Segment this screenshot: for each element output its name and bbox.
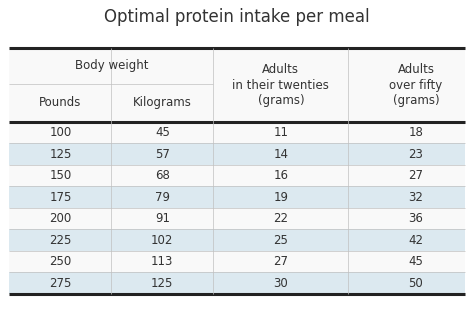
Text: 125: 125 — [49, 148, 72, 161]
Text: Adults
over fifty
(grams): Adults over fifty (grams) — [389, 63, 443, 107]
Text: 22: 22 — [273, 212, 288, 225]
Text: 68: 68 — [155, 169, 170, 182]
Text: 25: 25 — [273, 234, 288, 247]
Text: 45: 45 — [155, 126, 170, 139]
Text: Optimal protein intake per meal: Optimal protein intake per meal — [104, 8, 370, 26]
Text: 16: 16 — [273, 169, 288, 182]
Text: 91: 91 — [155, 212, 170, 225]
Bar — [9, 143, 465, 165]
Bar — [9, 48, 465, 294]
Text: 100: 100 — [49, 126, 72, 139]
Text: Adults
in their twenties
(grams): Adults in their twenties (grams) — [232, 63, 329, 107]
Text: 57: 57 — [155, 148, 170, 161]
Text: 11: 11 — [273, 126, 288, 139]
Text: Kilograms: Kilograms — [133, 96, 192, 109]
Text: 150: 150 — [49, 169, 72, 182]
Text: 45: 45 — [409, 255, 423, 268]
Text: 23: 23 — [409, 148, 423, 161]
Text: 79: 79 — [155, 191, 170, 204]
Text: Pounds: Pounds — [39, 96, 82, 109]
Text: 14: 14 — [273, 148, 288, 161]
Text: 113: 113 — [151, 255, 173, 268]
Text: 19: 19 — [273, 191, 288, 204]
Text: 50: 50 — [409, 277, 423, 290]
Text: 36: 36 — [409, 212, 423, 225]
Text: 30: 30 — [273, 277, 288, 290]
Bar — [9, 272, 465, 294]
Text: 102: 102 — [151, 234, 173, 247]
Text: 175: 175 — [49, 191, 72, 204]
Text: 32: 32 — [409, 191, 423, 204]
Text: 250: 250 — [49, 255, 72, 268]
Text: 42: 42 — [409, 234, 423, 247]
Bar — [9, 186, 465, 208]
Text: Body weight: Body weight — [74, 59, 148, 72]
Text: 275: 275 — [49, 277, 72, 290]
Text: 27: 27 — [273, 255, 288, 268]
Text: 27: 27 — [409, 169, 423, 182]
Text: 125: 125 — [151, 277, 173, 290]
Bar — [9, 230, 465, 251]
Text: 225: 225 — [49, 234, 72, 247]
Text: 18: 18 — [409, 126, 423, 139]
Text: 200: 200 — [49, 212, 72, 225]
